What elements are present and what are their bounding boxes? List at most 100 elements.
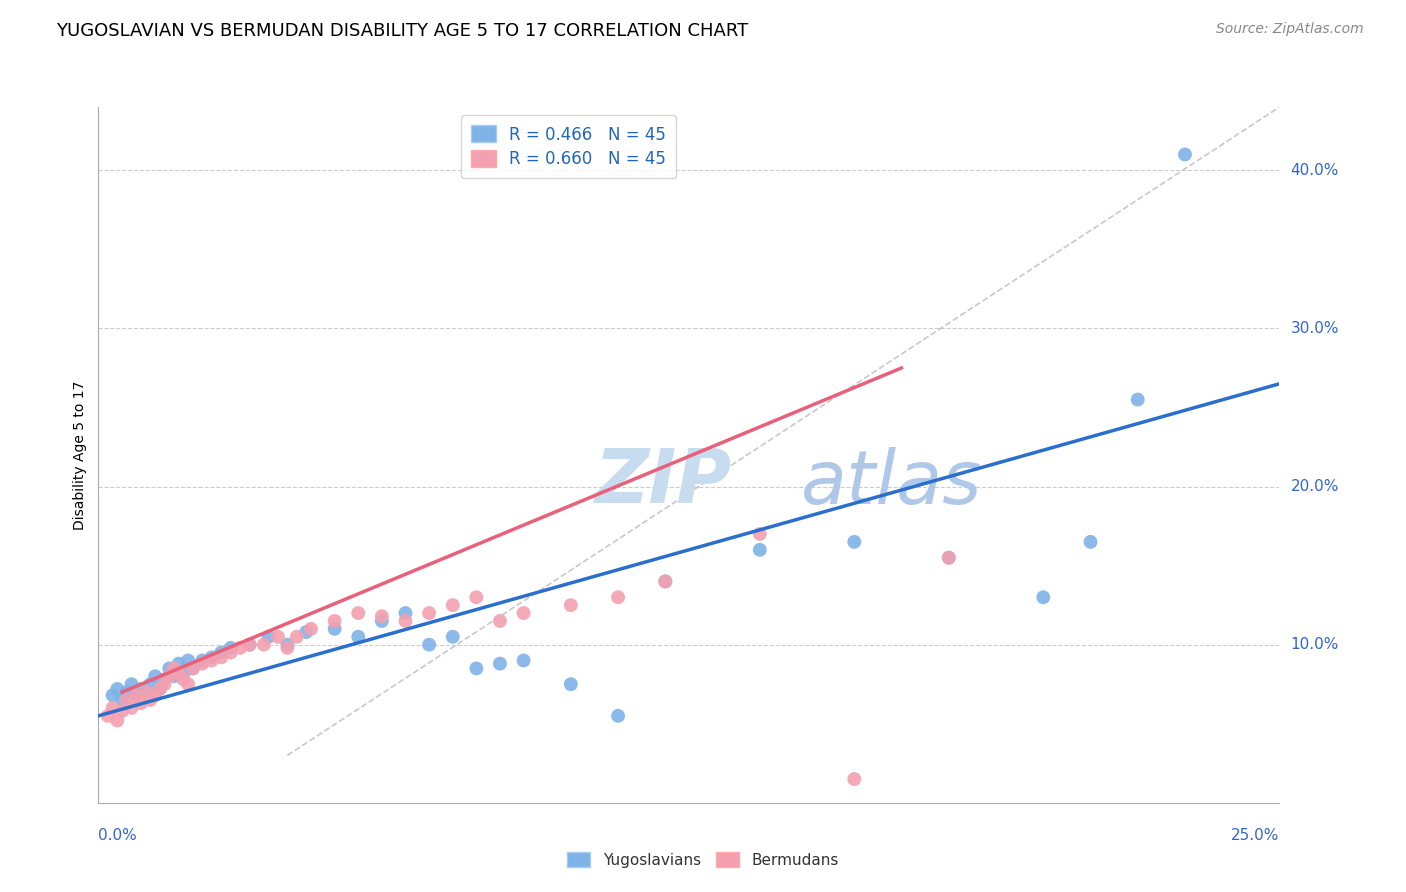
Point xyxy=(105,681,128,696)
Point xyxy=(191,653,214,667)
Point xyxy=(149,681,172,696)
Point xyxy=(167,657,190,671)
Point xyxy=(143,669,166,683)
Point xyxy=(229,640,252,655)
Point xyxy=(347,606,370,620)
Y-axis label: Disability Age 5 to 17: Disability Age 5 to 17 xyxy=(73,380,87,530)
Point xyxy=(253,638,276,652)
Text: 25.0%: 25.0% xyxy=(1232,828,1279,843)
Point xyxy=(748,542,770,557)
Point xyxy=(465,591,488,605)
Text: 0.0%: 0.0% xyxy=(98,828,138,843)
Point xyxy=(1032,591,1054,605)
Point xyxy=(105,714,128,728)
Point xyxy=(149,681,172,696)
Point xyxy=(512,653,534,667)
Point xyxy=(654,574,676,589)
Text: 10.0%: 10.0% xyxy=(1291,637,1339,652)
Point xyxy=(219,646,242,660)
Point xyxy=(1080,534,1102,549)
Text: ZIP: ZIP xyxy=(595,446,731,519)
Point xyxy=(489,614,512,628)
Point xyxy=(748,527,770,541)
Point xyxy=(371,614,394,628)
Point xyxy=(209,650,232,665)
Point xyxy=(295,625,318,640)
Point xyxy=(115,693,138,707)
Legend: R = 0.466   N = 45, R = 0.660   N = 45: R = 0.466 N = 45, R = 0.660 N = 45 xyxy=(461,115,676,178)
Point xyxy=(1126,392,1149,407)
Point xyxy=(135,685,157,699)
Point xyxy=(844,534,866,549)
Point xyxy=(1174,147,1197,161)
Point xyxy=(276,638,298,652)
Point xyxy=(418,606,440,620)
Point xyxy=(239,638,262,652)
Point xyxy=(163,669,186,683)
Point xyxy=(219,640,242,655)
Legend: Yugoslavians, Bermudans: Yugoslavians, Bermudans xyxy=(560,844,846,875)
Point xyxy=(844,772,866,786)
Point xyxy=(167,666,190,681)
Point xyxy=(172,666,194,681)
Point xyxy=(209,646,232,660)
Point xyxy=(299,622,322,636)
Point xyxy=(181,661,204,675)
Text: atlas: atlas xyxy=(801,447,983,519)
Point xyxy=(607,708,630,723)
Point xyxy=(115,685,138,699)
Point xyxy=(560,598,582,612)
Point xyxy=(111,693,134,707)
Point xyxy=(489,657,512,671)
Point xyxy=(101,688,124,702)
Point xyxy=(201,650,224,665)
Point xyxy=(143,688,166,702)
Text: YUGOSLAVIAN VS BERMUDAN DISABILITY AGE 5 TO 17 CORRELATION CHART: YUGOSLAVIAN VS BERMUDAN DISABILITY AGE 5… xyxy=(56,22,748,40)
Point xyxy=(654,574,676,589)
Point xyxy=(139,677,162,691)
Point xyxy=(153,673,176,687)
Point xyxy=(371,609,394,624)
Point xyxy=(129,696,152,710)
Point xyxy=(177,677,200,691)
Point xyxy=(129,681,152,696)
Point xyxy=(163,661,186,675)
Text: 40.0%: 40.0% xyxy=(1291,163,1339,178)
Point xyxy=(394,606,416,620)
Point xyxy=(157,661,180,675)
Point xyxy=(323,614,346,628)
Point xyxy=(938,550,960,565)
Point xyxy=(441,598,464,612)
Point xyxy=(560,677,582,691)
Point xyxy=(157,669,180,683)
Point xyxy=(125,688,148,702)
Point xyxy=(323,622,346,636)
Point xyxy=(267,630,290,644)
Point xyxy=(441,630,464,644)
Point xyxy=(177,653,200,667)
Point xyxy=(121,677,143,691)
Point xyxy=(111,704,134,718)
Point xyxy=(938,550,960,565)
Point xyxy=(153,677,176,691)
Point xyxy=(418,638,440,652)
Point xyxy=(139,693,162,707)
Point xyxy=(191,657,214,671)
Point xyxy=(172,673,194,687)
Point xyxy=(181,661,204,675)
Point xyxy=(201,653,224,667)
Point xyxy=(97,708,120,723)
Point xyxy=(512,606,534,620)
Point xyxy=(285,630,308,644)
Point xyxy=(394,614,416,628)
Text: Source: ZipAtlas.com: Source: ZipAtlas.com xyxy=(1216,22,1364,37)
Text: 20.0%: 20.0% xyxy=(1291,479,1339,494)
Point xyxy=(125,688,148,702)
Point xyxy=(257,630,280,644)
Point xyxy=(465,661,488,675)
Point xyxy=(347,630,370,644)
Point xyxy=(121,701,143,715)
Point xyxy=(607,591,630,605)
Point xyxy=(101,701,124,715)
Point xyxy=(239,638,262,652)
